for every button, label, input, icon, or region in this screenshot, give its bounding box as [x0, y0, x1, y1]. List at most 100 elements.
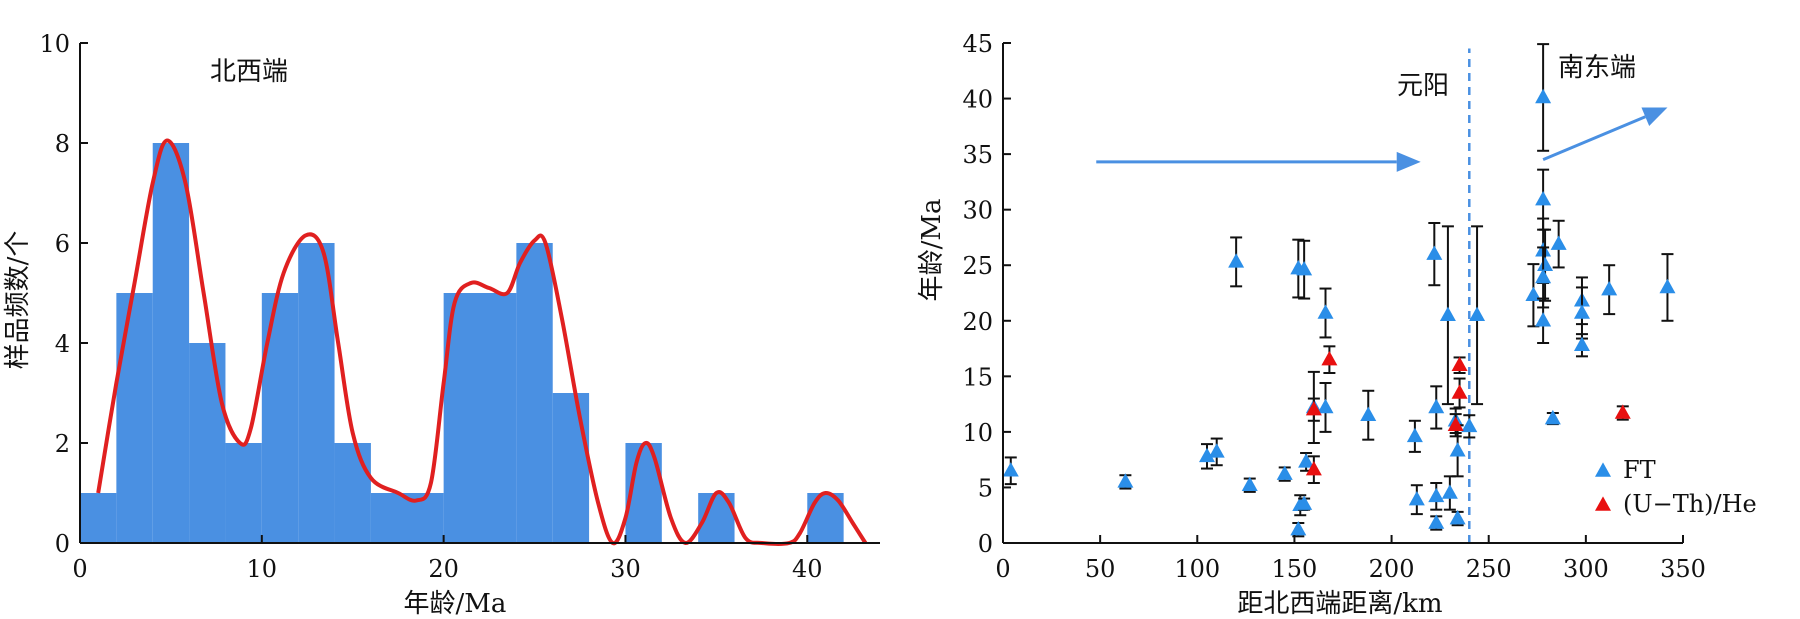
ft-point — [1439, 306, 1456, 321]
histogram-x-tick-label: 20 — [428, 555, 459, 583]
ft-point — [1550, 235, 1567, 250]
legend-uthhe-marker — [1595, 496, 1611, 511]
ft-point — [1317, 398, 1334, 414]
scatter-y-tick-label: 20 — [962, 308, 993, 336]
ft-point — [1441, 484, 1458, 499]
ft-point — [1428, 487, 1445, 503]
histogram-axes — [79, 43, 880, 544]
scatter-x-tick-label: 100 — [1174, 555, 1220, 583]
ft-point — [1469, 306, 1486, 321]
histogram-y-ticks: 0 2 4 6 8 10 — [39, 30, 88, 558]
scatter-points — [1002, 43, 1676, 538]
histogram-x-ticks: 0 10 20 30 40 — [72, 535, 823, 583]
uthhe-point — [1305, 461, 1322, 476]
ft-point — [1117, 473, 1134, 488]
scatter-y-tick-label: 10 — [962, 419, 993, 447]
ft-point — [1296, 495, 1313, 510]
histogram-x-axis-label: 年龄/Ma — [404, 589, 507, 619]
ft-point — [1544, 409, 1561, 425]
ft-point — [1535, 312, 1552, 327]
scatter-x-tick-label: 250 — [1466, 555, 1512, 583]
histogram-y-tick-label: 6 — [55, 230, 70, 258]
ft-point — [1461, 417, 1478, 433]
scatter-y-tick-label: 35 — [962, 141, 993, 169]
histogram-y-tick-label: 0 — [55, 530, 70, 558]
ft-point — [1449, 509, 1466, 525]
direction-arrow-head — [1641, 107, 1668, 126]
uthhe-point — [1305, 401, 1322, 416]
scatter-chart: 0 50 100 150 200 250 300 350 0 5 10 15 20 25 30 35 40 45… — [210, 30, 1757, 619]
direction-arrow-shaft — [1542, 115, 1646, 162]
scatter-y-tick-label: 40 — [962, 86, 993, 114]
histogram-bar — [225, 443, 262, 543]
scatter-y-tick-label: 5 — [978, 474, 993, 502]
scatter-y-tick-label: 45 — [962, 30, 993, 58]
ft-point — [1535, 268, 1552, 284]
histogram-chart: 0 10 20 30 40 0 2 4 6 8 10 年龄/Ma 样品频数/个 — [3, 30, 880, 619]
scatter-x-tick-label: 50 — [1085, 555, 1116, 583]
direction-arrow-head — [1396, 151, 1421, 172]
histogram-y-tick-label: 2 — [55, 430, 70, 458]
ft-point — [1406, 427, 1423, 443]
ft-point — [1428, 514, 1445, 529]
scatter-x-tick-label: 0 — [995, 555, 1010, 583]
ft-point — [1360, 406, 1377, 421]
nw-end-annotation: 北西端 — [210, 57, 288, 87]
ft-point — [1573, 304, 1590, 319]
histogram-y-tick-label: 8 — [55, 130, 70, 158]
ft-point — [1535, 191, 1552, 206]
ft-point — [1208, 443, 1225, 458]
scatter-x-tick-label: 350 — [1660, 555, 1706, 583]
histogram-bar — [189, 343, 226, 543]
ft-point — [1317, 304, 1334, 319]
ft-point — [1228, 253, 1245, 268]
ft-point — [1296, 261, 1313, 276]
scatter-y-tick-label: 0 — [978, 530, 993, 558]
scatter-x-tick-label: 150 — [1272, 555, 1318, 583]
histogram-bar — [370, 493, 444, 543]
ft-point — [1535, 88, 1552, 104]
ft-point — [1241, 476, 1258, 491]
ft-point — [1408, 491, 1425, 506]
ft-point — [1525, 286, 1542, 301]
ft-point — [1298, 453, 1315, 468]
histogram-bar — [552, 393, 590, 543]
uthhe-point — [1451, 356, 1468, 371]
ft-point — [1659, 278, 1676, 294]
ft-point — [1002, 462, 1019, 477]
direction-arrows — [1096, 107, 1668, 172]
se-end-annotation: 南东端 — [1558, 53, 1636, 83]
histogram-x-tick-label: 40 — [792, 555, 823, 583]
scatter-axes — [1002, 43, 1683, 544]
histogram-bar — [116, 293, 153, 543]
histogram-bars — [80, 143, 844, 543]
ft-point — [1537, 256, 1554, 271]
density-curve — [96, 138, 868, 546]
scatter-legend: FT (U−Th)/He — [1595, 456, 1757, 518]
uthhe-point — [1614, 404, 1631, 419]
ft-point — [1449, 442, 1466, 457]
histogram-bar — [80, 493, 117, 543]
uthhe-point — [1447, 416, 1464, 431]
scatter-y-tick-label: 30 — [962, 197, 993, 225]
histogram-bar — [443, 293, 517, 543]
histogram-x-tick-label: 30 — [610, 555, 641, 583]
scatter-x-ticks: 0 50 100 150 200 250 300 350 — [995, 535, 1706, 583]
histogram-bar — [261, 293, 299, 543]
ft-point — [1199, 447, 1215, 463]
histogram-bar — [334, 443, 371, 543]
ft-point — [1601, 281, 1618, 296]
histogram-y-tick-label: 4 — [55, 330, 70, 358]
scatter-x-axis-label: 距北西端距离/km — [1237, 589, 1442, 619]
scatter-x-tick-label: 300 — [1563, 555, 1609, 583]
histogram-bar — [298, 243, 335, 543]
histogram-bar — [516, 243, 553, 543]
scatter-y-ticks: 0 5 10 15 20 25 30 35 40 45 — [962, 30, 1011, 558]
ft-point — [1426, 245, 1443, 260]
yuanyang-annotation: 元阳 — [1397, 71, 1449, 101]
uthhe-point — [1451, 384, 1468, 399]
uthhe-point — [1321, 351, 1338, 366]
ft-point — [1573, 336, 1590, 351]
ft-point — [1290, 521, 1307, 536]
